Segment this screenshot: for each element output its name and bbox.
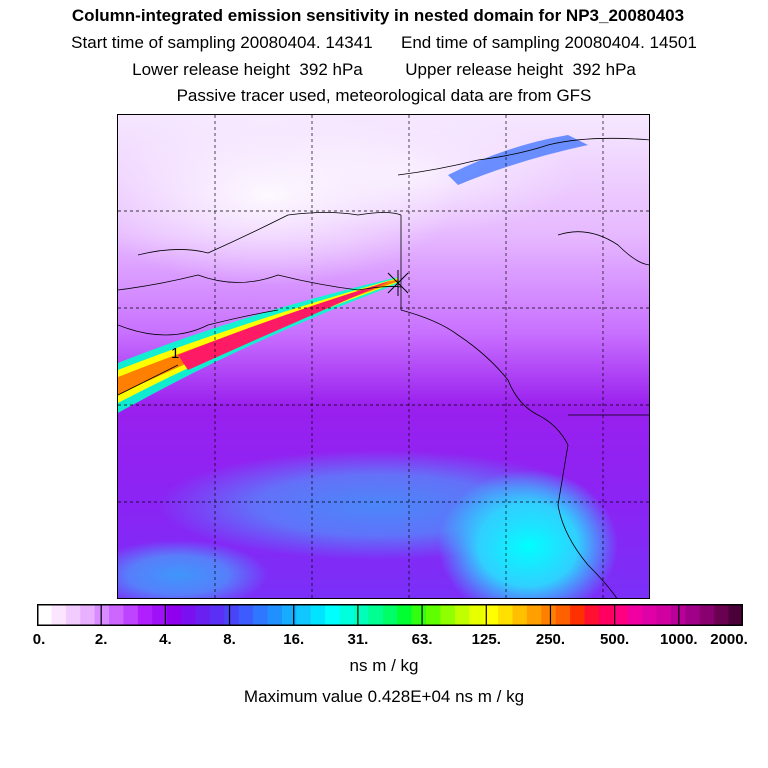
colorbar-swatch [65,604,81,626]
release-point-marker [387,270,409,296]
colorbar-swatch [166,604,182,626]
colorbar-tick-label: 1000. [660,631,698,648]
colorbar-swatch [526,604,542,626]
colorbar-tick-label: 16. [283,631,305,648]
colorbar-units: ns m / kg [349,656,419,675]
coastline [557,231,649,266]
emission-sensitivity-map: 1 [117,114,650,599]
colorbar-border [37,604,743,626]
coastline [118,309,279,336]
colorbar-swatch [613,604,629,626]
colorbar [37,604,743,626]
colorbar-tick-label: 63. [411,631,433,648]
colorbar-tick-label: 0. [32,631,46,648]
colorbar-swatch [541,604,557,626]
chart-title: Column-integrated emission sensitivity i… [71,6,685,25]
colorbar-swatch [51,604,67,626]
coastlines [118,137,649,598]
streak-feature [448,135,588,185]
colorbar-swatch [137,604,153,626]
colorbar-swatch [296,604,312,626]
colorbar-swatch [483,604,499,626]
low-sensitivity-area [258,115,578,235]
plume-core [178,280,393,370]
map-canvas: 1 [118,115,649,598]
colorbar-swatch [325,604,341,626]
colorbar-swatch [339,604,355,626]
coastline [118,364,179,396]
coastline [397,137,649,176]
colorbar-swatch [699,604,715,626]
colorbar-swatch [281,604,297,626]
colorbar-tick-label: 8. [223,631,236,648]
colorbar-swatch [454,604,470,626]
colorbar-tick-label: 4. [159,631,172,648]
colorbar-tick-label: 31. [347,631,369,648]
colorbar-tick-label: 125. [471,631,501,648]
high-sensitivity-area [118,540,268,598]
colorbar-swatch [440,604,456,626]
coastline [400,309,618,598]
colorbar-swatch [353,604,369,626]
coastline [137,212,402,256]
colorbar-swatch [584,604,600,626]
colorbar-swatch [469,604,485,626]
colorbar-swatch [656,604,672,626]
colorbar-swatch [368,604,384,626]
colorbar-swatch [209,604,225,626]
colorbar-swatch [253,604,269,626]
high-sensitivity-area [158,450,598,560]
colorbar-swatch [267,604,283,626]
colorbar-swatch [109,604,124,626]
colorbar-swatch [498,604,513,626]
release-height-line: Lower release height 392 hPa Upper relea… [132,60,636,79]
colorbar-swatch [123,604,139,626]
colorbar-swatch [224,604,240,626]
colorbar-swatch [310,604,326,626]
plume-label: 1 [171,345,179,362]
colorbar-swatch [195,604,211,626]
sampling-time-line: Start time of sampling 20080404. 14341 E… [71,33,697,52]
colorbar-swatch [570,604,586,626]
colorbar-swatch [80,604,96,626]
colorbar-tick-label: 2000. [710,631,748,648]
colorbar-swatch [685,604,701,626]
colorbar-swatch [238,604,254,626]
colorbar-tick-label: 500. [600,631,630,648]
lat-lon-grid [118,115,649,598]
colorbar-swatch [382,604,398,626]
colorbar-swatch [411,604,427,626]
colorbar-swatch [397,604,413,626]
maximum-value-line: Maximum value 0.428E+04 ns m / kg [243,687,525,706]
colorbar-swatch [598,604,614,626]
plume-inner [118,279,399,395]
colorbar-swatch [37,604,52,626]
colorbar-swatch [94,604,110,626]
colorbar-swatch [714,604,730,626]
colorbar-swatch [152,604,168,626]
colorbar-swatch [728,604,743,626]
colorbar-tick-label: 250. [535,631,566,648]
colorbar-tick-label: 2. [94,631,108,648]
colorbar-swatch [512,604,528,626]
colorbar-swatch [627,604,643,626]
colorbar-swatch [555,604,571,626]
coastline [118,274,402,291]
colorbar-swatch [181,604,196,626]
colorbar-swatch [426,604,441,626]
colorbar-swatch [642,604,658,626]
tracer-info-line: Passive tracer used, meteorological data… [176,86,592,105]
